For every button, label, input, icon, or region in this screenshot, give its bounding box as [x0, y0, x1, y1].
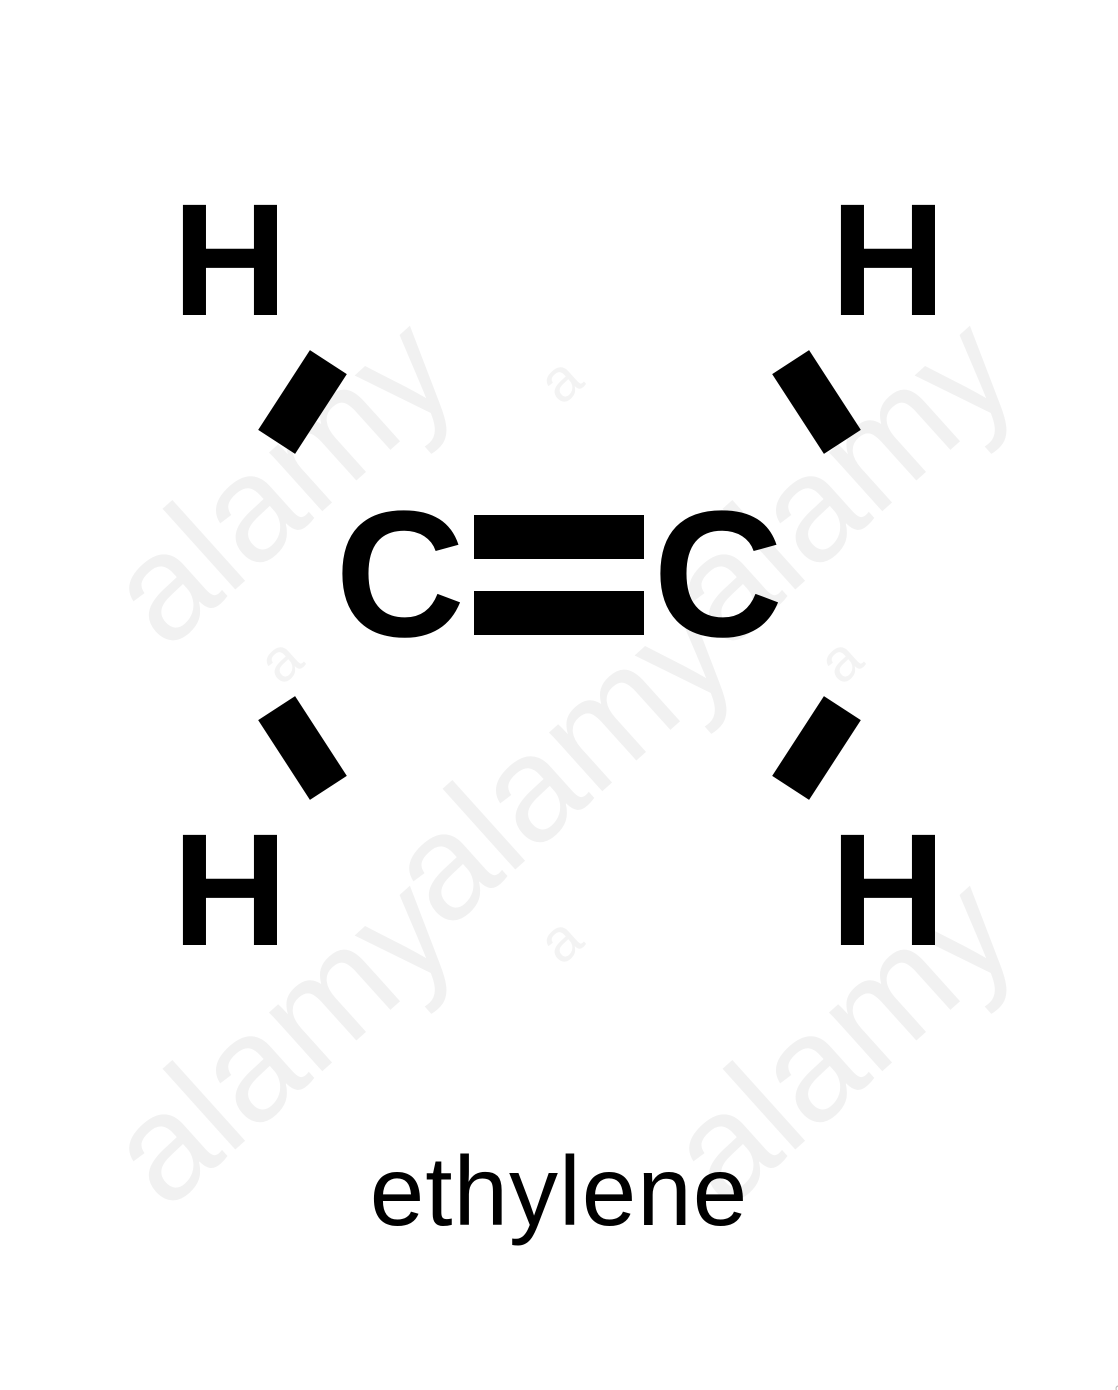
bond-b_tl: [258, 350, 347, 454]
bond-db2: [474, 591, 644, 635]
diagram-stage: alamyalamyalamyalamyalamyaaaa HHCCHH eth…: [0, 0, 1118, 1390]
atom-h_tl: H: [172, 180, 288, 340]
watermark-logo: a: [525, 343, 596, 417]
watermark-logo: a: [245, 623, 316, 697]
bond-b_tr: [772, 350, 861, 454]
atom-h_br: H: [830, 810, 946, 970]
atom-h_bl: H: [172, 810, 288, 970]
watermark-logo: a: [525, 903, 596, 977]
watermark-logo: a: [805, 623, 876, 697]
atom-c_r: C: [653, 485, 783, 665]
atom-c_l: C: [335, 485, 465, 665]
bond-b_br: [772, 696, 861, 800]
corner-image-id: Image ID: 2HFHD43 www.alamy.com: [1112, 1384, 1118, 1390]
bond-b_bl: [258, 696, 347, 800]
bond-db1: [474, 515, 644, 559]
molecule-caption: ethylene: [370, 1135, 749, 1248]
atom-h_tr: H: [830, 180, 946, 340]
